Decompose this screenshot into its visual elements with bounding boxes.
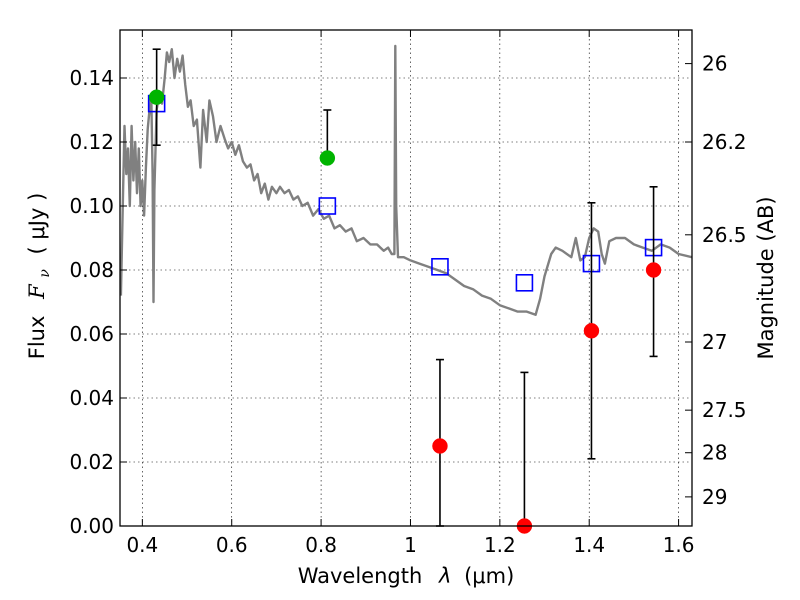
- x-axis-label-prefix: Wavelength: [298, 564, 423, 588]
- plot-area: [120, 30, 692, 526]
- y-tick-label: 0.12: [69, 130, 114, 154]
- y-tick-label: 0.04: [69, 386, 114, 410]
- observed-point-red: [645, 262, 662, 278]
- y-axis-label-unit: ( μJy ): [25, 193, 49, 255]
- plot-frame: [119, 29, 693, 527]
- y2-tick-label: 27.5: [702, 398, 747, 422]
- y-axis-label-prefix: Flux: [25, 316, 49, 360]
- y-tick-label: 0.10: [69, 194, 114, 218]
- marker-layer: [147, 48, 663, 534]
- y-axis-label-subscript: ν: [37, 269, 53, 278]
- observed-point-green: [319, 150, 336, 166]
- x-tick-label: 1.6: [663, 533, 695, 557]
- y-axis-label: Flux F ν ( μJy ): [25, 193, 54, 360]
- y2-tick-label: 26.5: [702, 223, 747, 247]
- x-axis-label-unit: (μm): [464, 564, 514, 588]
- y2-axis-label: Magnitude (AB): [754, 196, 778, 359]
- observed-point-red: [583, 323, 600, 339]
- y2-tick-label: 28: [702, 441, 727, 465]
- x-axis-label: Wavelength λ (μm): [298, 564, 515, 588]
- x-tick-label: 1.4: [573, 533, 605, 557]
- x-tick-label: 0.4: [126, 533, 158, 557]
- y2-tick-label: 26.2: [702, 130, 747, 154]
- y-tick-label: 0.02: [69, 450, 114, 474]
- y-tick-label: 0.08: [69, 258, 114, 282]
- observed-point-red: [432, 438, 448, 454]
- y-tick-label: 0.14: [69, 66, 114, 90]
- x-tick-label: 1.2: [484, 533, 516, 557]
- x-tick-label: 0.6: [216, 533, 248, 557]
- model-photometry-square: [318, 197, 337, 215]
- y-tick-label: 0.06: [69, 322, 114, 346]
- y2-tick-label: 29: [702, 485, 727, 509]
- observed-point-green: [148, 89, 165, 105]
- y-axis-label-symbol: F: [25, 283, 49, 300]
- model-photometry-square: [515, 273, 534, 292]
- model-photometry-square: [431, 257, 449, 276]
- y-tick-label: 0.00: [69, 514, 114, 538]
- x-tick-label: 0.8: [305, 533, 337, 557]
- x-tick-label: 1: [404, 533, 417, 557]
- x-axis-label-symbol: λ: [438, 564, 451, 588]
- ticks: 0.4 0.6 0.8 1 1.2 1.4 1.6 0.00 0.02 0.04 0.06 0.08 0…: [69, 30, 747, 557]
- y2-tick-label: 27: [702, 330, 727, 354]
- y2-tick-label: 26: [702, 52, 727, 76]
